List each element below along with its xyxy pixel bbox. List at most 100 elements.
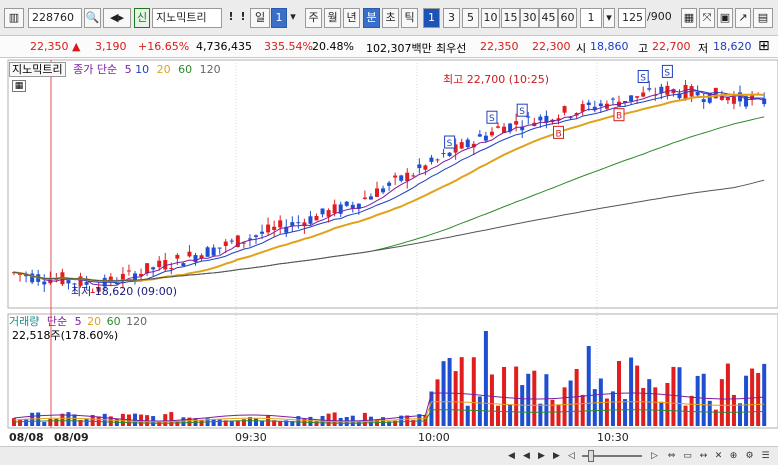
interval-15-button[interactable]: 15 xyxy=(501,8,520,28)
candle-body xyxy=(18,273,23,275)
volume-ma-line xyxy=(13,401,765,423)
candle-body xyxy=(707,93,712,103)
time-label: 08/09 xyxy=(54,431,89,444)
candle-body xyxy=(677,93,682,99)
volume-bar xyxy=(260,420,265,426)
zoom-out-icon[interactable]: ◁ xyxy=(568,451,575,461)
volume-bar xyxy=(42,421,47,426)
legend-ma20: 20 xyxy=(156,63,171,76)
volume-bar xyxy=(719,379,724,426)
volume-bar xyxy=(48,418,53,426)
period-day-button[interactable]: 일 xyxy=(250,8,270,28)
table-icon[interactable]: ▦ xyxy=(12,80,26,92)
count-input[interactable]: 125 xyxy=(618,8,646,28)
first-page-icon[interactable]: ◀ xyxy=(508,451,515,461)
interval-10-button[interactable]: 10 xyxy=(481,8,500,28)
save-icon[interactable]: ▣ xyxy=(717,8,733,28)
compare-icon[interactable]: ⤧ xyxy=(699,8,715,28)
volume-bar xyxy=(441,361,446,426)
layout-icon[interactable]: ▥ xyxy=(4,8,24,28)
last-page-icon[interactable]: ▶ xyxy=(553,451,560,461)
volume-bar xyxy=(526,373,531,426)
volume-bar xyxy=(489,374,494,426)
volume-bar xyxy=(393,420,398,426)
zoom-in-icon[interactable]: ▷ xyxy=(651,451,658,461)
interval-60-button[interactable]: 60 xyxy=(558,8,577,28)
candle-body xyxy=(211,247,216,256)
interval-select[interactable]: 1 xyxy=(580,8,602,28)
period-minute-button[interactable]: 분 xyxy=(363,8,380,28)
search-icon[interactable]: 🔍 xyxy=(84,8,101,28)
alert-icon[interactable]: ! xyxy=(238,8,248,28)
candle-body xyxy=(623,100,628,104)
signal-marker xyxy=(486,110,498,124)
volume-bar xyxy=(296,416,301,426)
volume-bar xyxy=(181,417,186,426)
scale-icon[interactable]: ⇔ xyxy=(667,451,676,461)
chevron-down-icon[interactable]: ▾ xyxy=(288,8,298,28)
high-annotation: 최고 22,700 (10:25) xyxy=(443,73,550,86)
candle-body xyxy=(350,204,355,209)
zoom-slider-handle[interactable] xyxy=(588,450,594,462)
stock-code-input[interactable]: 228760 xyxy=(28,8,82,28)
low-label: 저 xyxy=(698,42,709,55)
volume-bar xyxy=(689,395,694,426)
volume-bar xyxy=(163,414,168,426)
tools-icon[interactable]: ⊕ xyxy=(729,451,738,461)
volume-bar xyxy=(641,387,646,426)
chart-type-icon[interactable]: ↔ xyxy=(699,451,708,461)
candle-body xyxy=(713,87,718,99)
candle-body xyxy=(296,222,301,224)
period-day-num[interactable]: 1 xyxy=(271,8,287,28)
layout-toggle-icon[interactable]: ▭ xyxy=(683,451,692,461)
volume-bar xyxy=(731,394,736,426)
current-price: 22,350 xyxy=(30,40,69,53)
prev-icon[interactable]: ◀ xyxy=(523,451,530,461)
quote-info-bar: 22,350 ▲ 3,190 +16.65% 4,736,435 335.54%… xyxy=(0,36,778,58)
candle-body xyxy=(78,276,83,286)
config-icon[interactable]: ⚙ xyxy=(745,451,754,461)
candle-body xyxy=(187,251,192,257)
legend-name[interactable]: 지노믹트리 xyxy=(9,62,66,77)
expand-icon[interactable]: ⊞ xyxy=(758,38,770,54)
volume-bar xyxy=(411,420,416,426)
ma-line-20 xyxy=(13,93,765,282)
period-tick-button[interactable]: 틱 xyxy=(401,8,418,28)
period-week-button[interactable]: 주 xyxy=(305,8,322,28)
candle-body xyxy=(199,255,204,259)
volume-bar xyxy=(429,391,434,426)
interval-1-button[interactable]: 1 xyxy=(423,8,440,28)
bottom-scroll-bar: ◀ ◀ ▶ ▶ ◁ ▷ ⇔ ▭ ↔ ✕ ⊕ ⚙ ☰ xyxy=(0,446,778,465)
sound-icon[interactable]: ◀▸ xyxy=(103,8,131,28)
interval-45-button[interactable]: 45 xyxy=(539,8,558,28)
candle-body xyxy=(641,92,646,97)
candle-body xyxy=(320,208,325,215)
candle-body xyxy=(635,96,640,98)
zoom-slider-track[interactable] xyxy=(582,455,642,457)
volume-bar xyxy=(508,404,513,426)
candle-body xyxy=(114,283,119,285)
time-label: 08/08 xyxy=(9,431,44,444)
volume-bar xyxy=(399,415,404,426)
interval-30-button[interactable]: 30 xyxy=(520,8,539,28)
period-month-button[interactable]: 월 xyxy=(324,8,341,28)
settings-icon[interactable]: ▤ xyxy=(753,8,773,28)
volume-bar xyxy=(623,399,628,426)
cross-icon[interactable]: ✕ xyxy=(714,451,723,461)
period-year-button[interactable]: 년 xyxy=(343,8,360,28)
trend-icon[interactable]: ↗ xyxy=(735,8,751,28)
candle-body xyxy=(695,92,700,96)
interval-chevron-icon[interactable]: ▾ xyxy=(603,8,615,28)
candle-body xyxy=(647,88,652,90)
interval-5-button[interactable]: 5 xyxy=(462,8,479,28)
volume-bar xyxy=(84,418,89,426)
interval-3-button[interactable]: 3 xyxy=(443,8,460,28)
grid-icon[interactable]: ▦ xyxy=(681,8,697,28)
candle-body xyxy=(393,175,398,178)
period-second-button[interactable]: 초 xyxy=(382,8,399,28)
signal-marker xyxy=(553,125,564,139)
next-icon[interactable]: ▶ xyxy=(538,451,545,461)
candle-body xyxy=(284,226,289,233)
menu-icon[interactable]: ☰ xyxy=(761,451,770,461)
volume-bar xyxy=(538,403,543,426)
